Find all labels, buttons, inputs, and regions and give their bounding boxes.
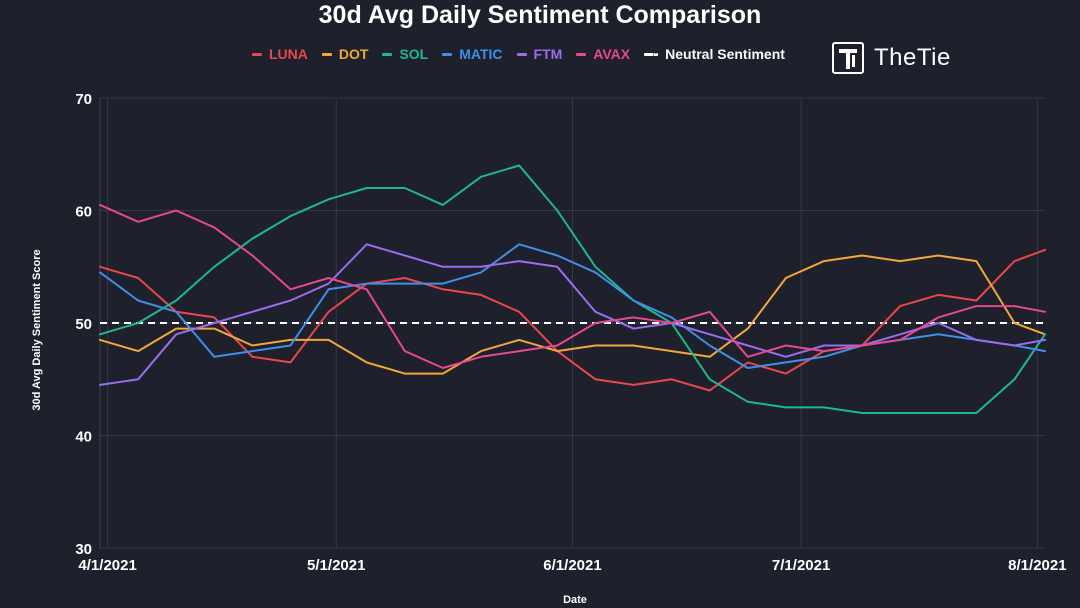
legend-swatch-luna xyxy=(252,52,262,56)
x-axis: 4/1/2021 5/1/2021 6/1/2021 7/1/2021 8/1/2021 xyxy=(78,557,1066,574)
x-tick-label: 7/1/2021 xyxy=(772,557,830,574)
series-line-sol[interactable] xyxy=(99,164,1046,414)
series-line-luna[interactable] xyxy=(99,248,1046,392)
legend-label-avax: AVAX xyxy=(593,46,631,62)
legend-label-ftm: FTM xyxy=(533,46,563,62)
series-line-dot[interactable] xyxy=(99,254,1046,375)
series-line-avax[interactable] xyxy=(99,203,1046,369)
brand-logo: TheTie xyxy=(832,42,951,74)
legend-swatch-ftm xyxy=(516,52,527,56)
legend-label-luna: LUNA xyxy=(269,46,308,62)
legend-label-dot: DOT xyxy=(338,46,369,62)
brand-wordmark: TheTie xyxy=(874,44,951,71)
x-axis-title: Date xyxy=(563,594,587,606)
y-tick-label: 60 xyxy=(75,204,92,221)
series-line-ftm[interactable] xyxy=(99,243,1046,386)
x-tick-label: 8/1/2021 xyxy=(1008,557,1066,574)
legend-label-matic: MATIC xyxy=(459,46,503,62)
x-tick-label: 4/1/2021 xyxy=(78,557,136,574)
legend-item-ftm[interactable]: FTM xyxy=(516,46,563,62)
legend-item-avax[interactable]: AVAX xyxy=(576,46,630,62)
legend-swatch-sol xyxy=(382,52,393,56)
legend-swatch-dot xyxy=(321,52,332,56)
legend-item-dot[interactable]: DOT xyxy=(321,46,369,62)
legend-label-sol: SOL xyxy=(399,46,429,62)
series-layer xyxy=(99,164,1046,414)
y-axis: 30 40 50 60 70 xyxy=(75,91,92,558)
legend-item-sol[interactable]: SOL xyxy=(382,46,428,62)
legend-item-matic[interactable]: MATIC xyxy=(442,46,503,62)
legend-swatch-avax xyxy=(576,52,587,56)
chart-title: 30d Avg Daily Sentiment Comparison xyxy=(318,1,762,29)
thetie-logo-icon xyxy=(832,42,864,74)
legend-item-neutral[interactable]: Neutral Sentiment xyxy=(644,46,785,62)
x-tick-label: 5/1/2021 xyxy=(307,557,365,574)
legend-label-neutral: Neutral Sentiment xyxy=(665,46,785,62)
y-tick-label: 50 xyxy=(75,316,92,333)
y-axis-title: 30d Avg Daily Sentiment Score xyxy=(31,249,43,410)
legend: LUNA DOT SOL MATIC FTM AVAX Neutral Sent… xyxy=(252,46,799,62)
y-tick-label: 70 xyxy=(75,91,92,108)
legend-item-luna[interactable]: LUNA xyxy=(252,46,308,62)
y-tick-label: 40 xyxy=(75,429,92,446)
legend-swatch-matic xyxy=(442,52,453,56)
y-tick-label: 30 xyxy=(75,541,92,558)
legend-swatch-neutral xyxy=(644,52,659,56)
x-tick-label: 6/1/2021 xyxy=(543,557,601,574)
